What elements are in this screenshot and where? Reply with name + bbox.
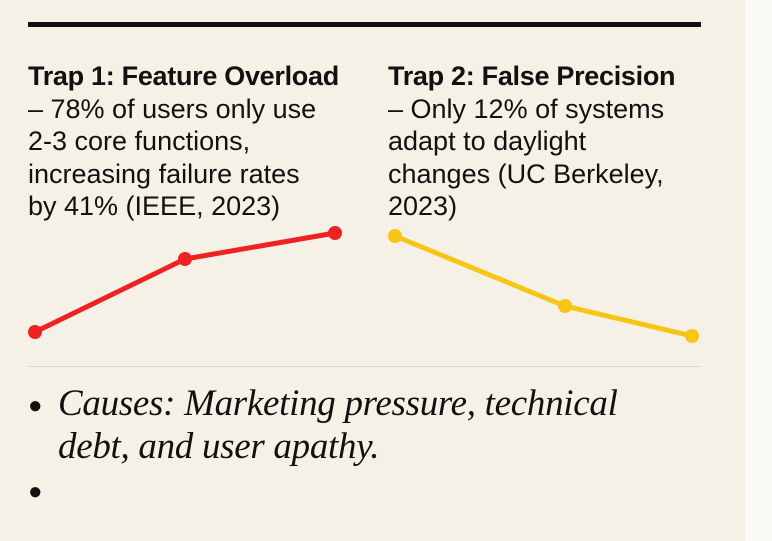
column-title: Trap 2: False Precision xyxy=(388,61,676,91)
trend-dot xyxy=(685,329,699,343)
trend-dot xyxy=(558,299,572,313)
column-text: changes (UC Berkeley, xyxy=(388,158,664,189)
bullet: ● xyxy=(28,392,43,419)
column-text: increasing failure rates xyxy=(28,158,300,189)
trend-dot xyxy=(388,229,402,243)
column-text: 2-3 core functions, xyxy=(28,126,251,156)
bullet-line: Causes: Marketing pressure, technical xyxy=(58,383,618,424)
column-text: – 78% of users only use xyxy=(28,93,317,124)
bullet: ● xyxy=(28,478,43,505)
trend-dot xyxy=(178,252,192,266)
column-text: 2023) xyxy=(388,191,458,221)
trend-dot xyxy=(28,325,42,339)
column-text: by 41% (IEEE, 2023) xyxy=(28,191,281,221)
column: Trap 2: False Precision – Only 12% of sy… xyxy=(388,60,738,223)
top-rule xyxy=(28,22,701,27)
trend-dot xyxy=(328,226,342,240)
column-text: – Only 12% of systems xyxy=(388,93,665,124)
separator xyxy=(28,366,701,367)
column-title: Trap 1: Feature Overload xyxy=(28,61,339,91)
trend-line xyxy=(33,230,336,335)
bullet-line: debt, and user apathy. xyxy=(58,426,380,467)
bullet-text: Causes: Marketing pressure, technical de… xyxy=(58,382,618,468)
edge-strip xyxy=(745,0,772,541)
trend-line xyxy=(394,233,693,339)
column: Trap 1: Feature Overload – 78% of users … xyxy=(28,60,378,223)
column-text: adapt to daylight xyxy=(388,126,587,156)
